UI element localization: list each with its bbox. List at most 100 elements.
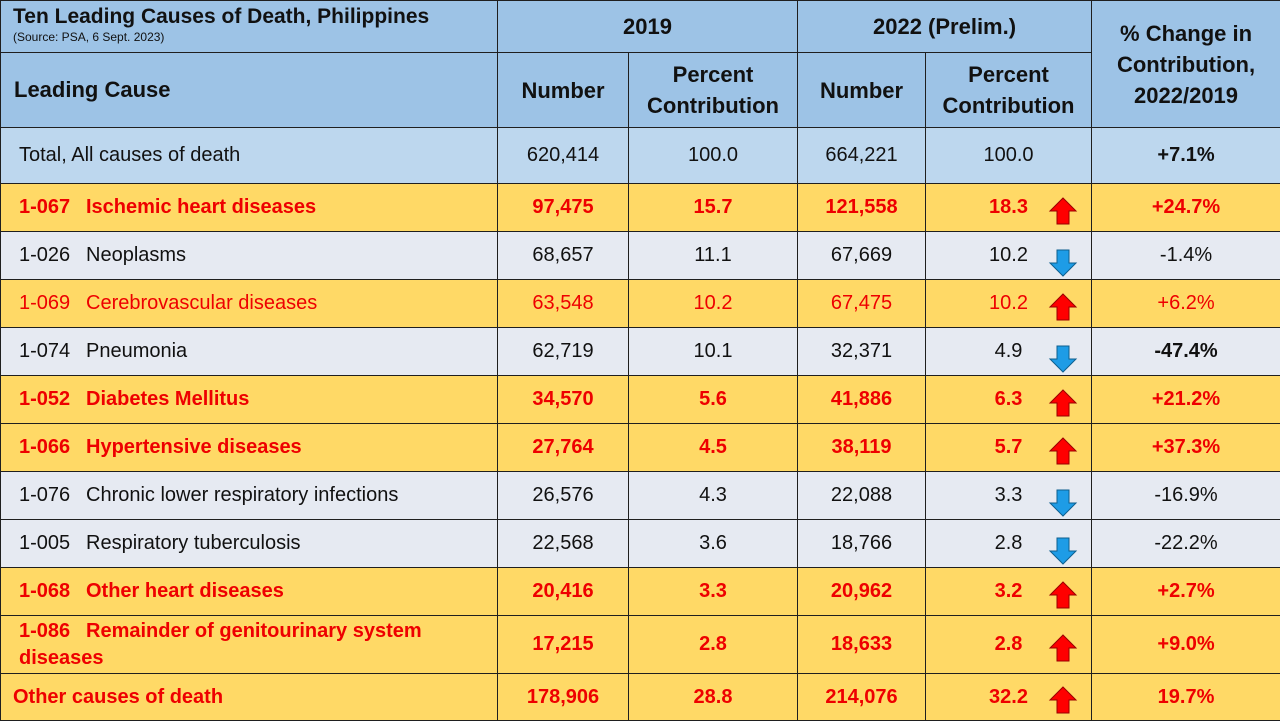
percent-2022-header: Percent Contribution <box>926 53 1092 128</box>
arrow-up-icon <box>1048 196 1078 226</box>
percent-2019-cell: 2.8 <box>629 616 798 674</box>
arrow-down-icon <box>1048 536 1078 566</box>
percent-2019-cell: 3.6 <box>629 520 798 568</box>
number-2022-header: Number <box>798 53 926 128</box>
percent-2022-value: 3.2 <box>995 580 1023 602</box>
cause-code: 1-067 <box>19 196 86 219</box>
percent-2019-cell: 15.7 <box>629 184 798 232</box>
percent-2022-cell: 10.2 <box>926 232 1092 280</box>
cause-name: Neoplasms <box>86 244 186 266</box>
number-2022-cell: 38,119 <box>798 424 926 472</box>
year-2022-header: 2022 (Prelim.) <box>798 1 1092 53</box>
percent-2019-cell: 11.1 <box>629 232 798 280</box>
cause-code: 1-076 <box>19 484 86 507</box>
number-2022-cell: 18,633 <box>798 616 926 674</box>
change-cell: -47.4% <box>1092 328 1280 376</box>
number-2019-cell: 34,570 <box>498 376 629 424</box>
arrow-up-icon <box>1048 292 1078 322</box>
percent-2019-cell: 4.3 <box>629 472 798 520</box>
cause-name: Pneumonia <box>86 340 187 362</box>
percent-2022-cell: 18.3 <box>926 184 1092 232</box>
change-header-line3: 2022/2019 <box>1092 80 1280 111</box>
percent-2022-value: 32.2 <box>989 686 1028 708</box>
percent-2022-cell: 3.2 <box>926 568 1092 616</box>
cause-name: Cerebrovascular diseases <box>86 292 317 314</box>
percent-2022-value: 4.9 <box>995 340 1023 362</box>
number-2019-cell: 620,414 <box>498 128 629 184</box>
number-2019-cell: 97,475 <box>498 184 629 232</box>
percent-2022-value: 5.7 <box>995 436 1023 458</box>
percent-2019-cell: 100.0 <box>629 128 798 184</box>
cause-name: Other heart diseases <box>86 580 284 602</box>
percent-2022-value: 100.0 <box>983 144 1033 166</box>
number-2022-cell: 67,475 <box>798 280 926 328</box>
change-cell: 19.7% <box>1092 674 1280 721</box>
change-cell: +6.2% <box>1092 280 1280 328</box>
percent-2022-value: 3.3 <box>995 484 1023 506</box>
number-2019-cell: 68,657 <box>498 232 629 280</box>
number-2022-cell: 67,669 <box>798 232 926 280</box>
percent-2022-cell: 3.3 <box>926 472 1092 520</box>
number-2019-cell: 62,719 <box>498 328 629 376</box>
arrow-up-icon <box>1048 633 1078 663</box>
arrow-up-icon <box>1048 685 1078 715</box>
number-2019-cell: 17,215 <box>498 616 629 674</box>
percent-2022-value: 10.2 <box>989 292 1028 314</box>
percent-2022-cell: 6.3 <box>926 376 1092 424</box>
number-2022-cell: 32,371 <box>798 328 926 376</box>
cause-name: Ischemic heart diseases <box>86 196 316 218</box>
cause-code: 1-068 <box>19 580 86 603</box>
cause-code: 1-069 <box>19 292 86 315</box>
percent-2019-cell: 10.1 <box>629 328 798 376</box>
percent-2022-cell: 10.2 <box>926 280 1092 328</box>
cause-code: 1-066 <box>19 436 86 459</box>
cause-name: Diabetes Mellitus <box>86 388 249 410</box>
percent-2022-cell: 32.2 <box>926 674 1092 721</box>
number-2019-cell: 22,568 <box>498 520 629 568</box>
change-cell: +9.0% <box>1092 616 1280 674</box>
number-2019-header: Number <box>498 53 629 128</box>
percent-2022-cell: 4.9 <box>926 328 1092 376</box>
arrow-up-icon <box>1048 580 1078 610</box>
change-cell: +2.7% <box>1092 568 1280 616</box>
number-2022-cell: 121,558 <box>798 184 926 232</box>
percent-2019-cell: 10.2 <box>629 280 798 328</box>
change-cell: +37.3% <box>1092 424 1280 472</box>
percent-2019-cell: 3.3 <box>629 568 798 616</box>
change-header: % Change in Contribution, 2022/2019 <box>1092 1 1280 128</box>
arrow-down-icon <box>1048 344 1078 374</box>
change-cell: +7.1% <box>1092 128 1280 184</box>
percent-2022-cell: 5.7 <box>926 424 1092 472</box>
cause-name: Total, All causes of death <box>19 144 240 166</box>
cause-code: 1-005 <box>19 532 86 555</box>
percent-2022-value: 10.2 <box>989 244 1028 266</box>
number-2022-cell: 22,088 <box>798 472 926 520</box>
arrow-down-icon <box>1048 248 1078 278</box>
number-2022-cell: 41,886 <box>798 376 926 424</box>
cause-code: 1-086 <box>19 618 86 645</box>
number-2019-cell: 63,548 <box>498 280 629 328</box>
number-2019-cell: 27,764 <box>498 424 629 472</box>
percent-2019-cell: 4.5 <box>629 424 798 472</box>
